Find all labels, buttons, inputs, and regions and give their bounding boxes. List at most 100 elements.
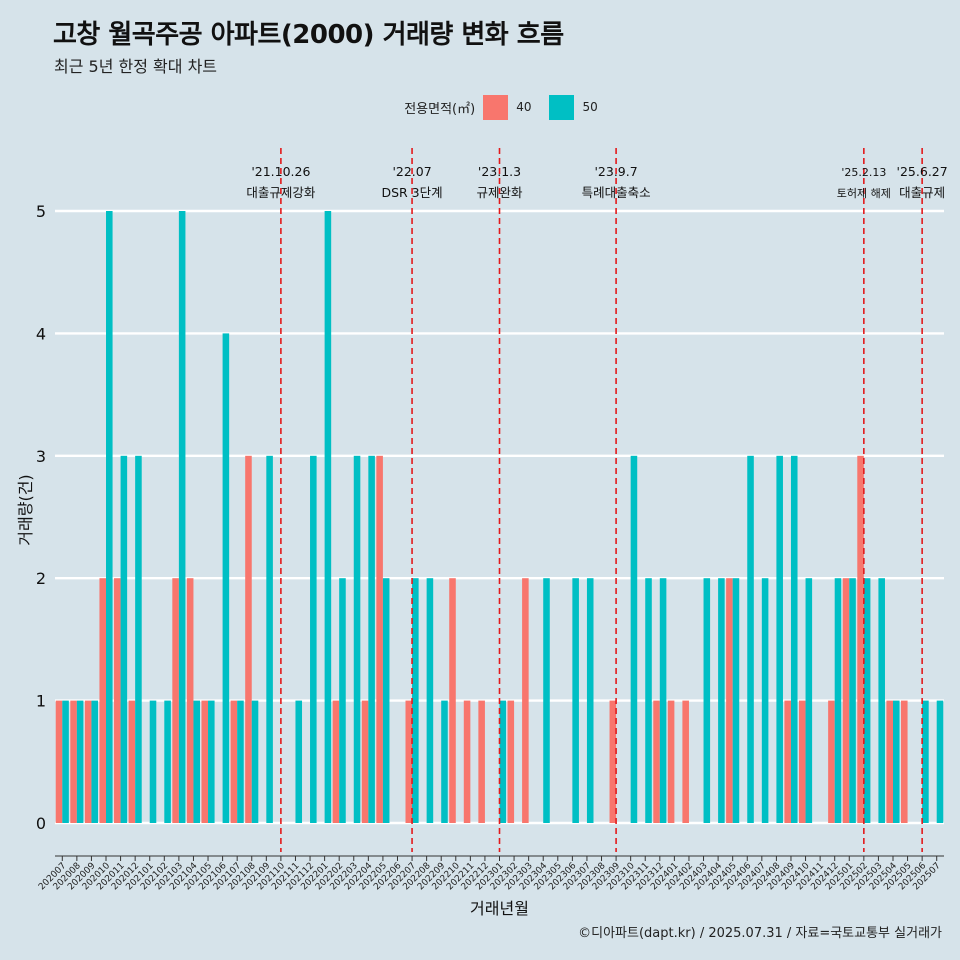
bar-40-202502 — [857, 455, 864, 823]
legend-key-40 — [483, 94, 509, 120]
bar-40-202207 — [405, 700, 413, 823]
bar-40-202105 — [201, 700, 209, 823]
bar-40-202410 — [798, 700, 806, 823]
bar-50-202104 — [193, 700, 201, 823]
bar-40-202103 — [172, 578, 179, 823]
bar-40-202501 — [842, 578, 850, 823]
bar-50-202506 — [922, 700, 929, 823]
bar-40-202104 — [186, 578, 194, 823]
legend-key-50 — [549, 94, 575, 120]
bar-50-202201 — [324, 211, 332, 823]
event-date-2: '23.1.3 — [478, 164, 521, 179]
bar-40-202401 — [667, 700, 675, 823]
y-tick-label: 0 — [36, 814, 46, 833]
event-label-4: 토허제 해제 — [837, 186, 891, 200]
legend-label-50: 50 — [582, 100, 598, 114]
bar-40-202007 — [55, 700, 63, 823]
bar-40-202302 — [507, 700, 515, 823]
bar-50-202410 — [805, 578, 813, 823]
bar-50-202111 — [295, 700, 303, 823]
y-tick-label: 1 — [36, 692, 46, 711]
bar-40-202211 — [463, 700, 471, 823]
bar-50-202507 — [936, 700, 944, 823]
y-axis-title: 거래량(건) — [16, 474, 35, 545]
bar-50-202405 — [732, 578, 740, 823]
bar-50-202101 — [149, 700, 157, 823]
bar-40-202504 — [886, 700, 893, 823]
source-caption: ©디아파트(dapt.kr) / 2025.07.31 / 자료=국토교통부 실… — [578, 926, 942, 941]
bar-50-202205 — [382, 578, 390, 823]
event-label-1: DSR 3단계 — [381, 185, 442, 200]
bar-50-202403 — [703, 578, 711, 823]
bar-50-202202 — [339, 578, 346, 823]
event-date-1: '22.07 — [392, 164, 431, 179]
bar-50-202207 — [412, 578, 419, 823]
chart-title: 고창 월곡주공 아파트(2000) 거래량 변화 흐름 — [53, 20, 564, 50]
bar-40-202309 — [609, 700, 617, 823]
bar-50-202301 — [499, 700, 507, 823]
bar-50-202502 — [863, 578, 871, 823]
y-tick-label: 3 — [36, 447, 46, 466]
bar-50-202012 — [135, 455, 142, 823]
legend-title: 전용면적(㎡) — [404, 101, 476, 117]
bar-40-202202 — [332, 700, 340, 823]
bar-50-202107 — [237, 700, 244, 823]
bar-50-202209 — [441, 700, 448, 823]
bar-40-202303 — [522, 578, 529, 823]
bar-50-202312 — [659, 578, 667, 823]
y-tick-label: 4 — [36, 324, 46, 343]
bar-50-202306 — [572, 578, 579, 823]
bar-50-202311 — [645, 578, 652, 823]
bar-40-202409 — [784, 700, 791, 823]
x-axis-title: 거래년월 — [470, 899, 529, 918]
bar-50-202011 — [120, 455, 128, 823]
bar-40-202204 — [361, 700, 369, 823]
event-label-0: 대출규제강화 — [246, 185, 316, 200]
legend: 전용면적(㎡) 40 50 — [30, 92, 960, 122]
bar-50-202007 — [62, 700, 69, 823]
event-label-3: 특례대출축소 — [582, 185, 651, 200]
bar-50-202504 — [892, 700, 900, 823]
bar-40-202505 — [901, 700, 908, 823]
event-date-0: '21.10.26 — [251, 164, 310, 179]
bar-50-202404 — [718, 578, 725, 823]
bar-40-202412 — [828, 700, 835, 823]
bar-40-202108 — [245, 455, 252, 823]
bar-40-202008 — [70, 700, 77, 823]
event-label-2: 규제완화 — [476, 185, 523, 200]
bar-40-202312 — [653, 700, 660, 823]
bar-40-202009 — [84, 700, 92, 823]
legend-label-40: 40 — [516, 100, 532, 114]
bar-50-202103 — [178, 211, 186, 823]
bar-50-202010 — [106, 211, 113, 823]
bar-50-202501 — [849, 578, 856, 823]
bar-50-202109 — [266, 455, 273, 823]
bar-40-202212 — [478, 700, 485, 823]
bar-50-202105 — [208, 700, 215, 823]
bar-50-202009 — [91, 700, 98, 823]
bar-50-202409 — [790, 455, 798, 823]
bar-50-202208 — [426, 578, 434, 823]
bar-40-202010 — [99, 578, 107, 823]
bar-50-202304 — [543, 578, 550, 823]
bar-40-202107 — [230, 700, 238, 823]
bar-50-202102 — [164, 700, 171, 823]
y-tick-label: 2 — [36, 569, 46, 588]
bar-50-202204 — [368, 455, 375, 823]
event-label-5: 대출규제 — [899, 185, 945, 200]
bar-50-202203 — [353, 455, 361, 823]
event-date-5: '25.6.27 — [897, 164, 948, 179]
bar-50-202412 — [834, 578, 842, 823]
bar-40-202405 — [726, 578, 733, 823]
bar-40-202402 — [682, 700, 689, 823]
bar-40-202011 — [114, 578, 121, 823]
bar-50-202307 — [586, 578, 594, 823]
bar-40-202205 — [376, 455, 383, 823]
bar-40-202210 — [449, 578, 456, 823]
chart-subtitle: 최근 5년 한정 확대 차트 — [54, 57, 218, 76]
bar-50-202407 — [761, 578, 769, 823]
event-date-4: '25.2.13 — [841, 166, 886, 179]
bar-50-202310 — [630, 455, 638, 823]
bar-50-202106 — [222, 333, 230, 823]
event-date-3: '23.9.7 — [594, 164, 637, 179]
